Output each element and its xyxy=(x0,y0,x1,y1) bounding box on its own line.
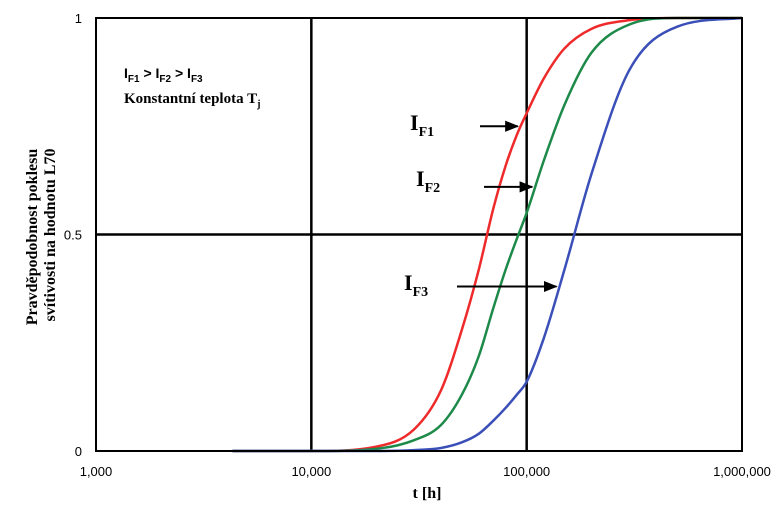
y-axis-title: Pravděpodobnost poklesu svítivosti na ho… xyxy=(24,145,59,326)
y-tick-label: 1 xyxy=(75,11,82,26)
x-tick-label: 10,000 xyxy=(291,464,331,479)
y-tick-label: 0.5 xyxy=(64,228,82,243)
x-tick-label: 100,000 xyxy=(503,464,550,479)
plot-frame xyxy=(95,17,743,452)
tick-labels: 1,000 10,000 100,000 1,000,000 0 0.5 1 xyxy=(64,11,771,479)
series-line-if2 xyxy=(232,16,742,453)
current-relation-annotation: IF1 > IF2 > IF3 xyxy=(124,65,203,85)
y-axis-title-line-2: svítivosti na hodnotu L70 xyxy=(42,149,59,322)
y-tick-label: 0 xyxy=(75,444,82,459)
curve-labels: IF1 IF2 IF3 xyxy=(404,110,558,300)
curve-label-if3: IF3 xyxy=(404,270,428,300)
curve-label-if1: IF1 xyxy=(410,110,434,140)
grid-lines xyxy=(96,18,742,451)
x-axis-title: t [h] xyxy=(413,485,442,502)
series-line-if1 xyxy=(232,16,742,453)
x-tick-label: 1,000,000 xyxy=(713,464,771,479)
curve-label-if2: IF2 xyxy=(416,166,440,196)
y-axis-title-line-1: Pravděpodobnost poklesu xyxy=(24,149,41,326)
x-tick-label: 1,000 xyxy=(80,464,113,479)
constant-temperature-annotation: Konstantní teplota Tj xyxy=(124,91,260,110)
